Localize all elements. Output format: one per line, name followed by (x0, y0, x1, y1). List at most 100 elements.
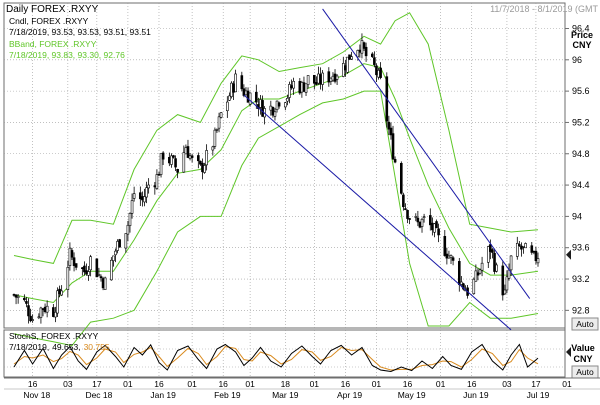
stoch-k-line (13, 343, 539, 373)
candle (147, 178, 150, 194)
candle (501, 260, 505, 301)
candle (402, 192, 405, 211)
x-day-tick-label: 01 (310, 379, 320, 389)
stoch-axis-title: Value (571, 343, 595, 353)
stoch-auto-button[interactable]: Auto (571, 365, 599, 379)
candle (159, 153, 163, 178)
price-auto-label: Auto (576, 319, 594, 329)
price-tick-label: 96 (572, 55, 582, 65)
candle (39, 306, 43, 324)
candle (101, 276, 105, 291)
x-day-tick-label: 03 (63, 379, 73, 389)
candle (157, 171, 161, 176)
candle (536, 252, 540, 267)
x-day-tick-label: 16 (218, 379, 228, 389)
candle (228, 92, 231, 102)
candle (132, 186, 136, 202)
candle (335, 74, 339, 85)
candle (126, 221, 130, 242)
candle (379, 62, 382, 80)
candle (503, 284, 507, 295)
candle (530, 241, 534, 255)
x-day-tick-label: 01 (562, 379, 572, 389)
price-tick-label: 92.8 (572, 305, 590, 315)
x-day-tick-label: 16 (154, 379, 164, 389)
candle (70, 247, 74, 261)
x-month-label: Jan 19 (150, 390, 176, 400)
x-month-label: Apr 19 (337, 390, 362, 400)
chart-title: Daily FOREX .RXYY (6, 4, 99, 15)
candle (515, 236, 519, 260)
candle (118, 238, 121, 248)
x-month-label: Dec 18 (85, 390, 112, 400)
x-day-tick-label: 01 (187, 379, 197, 389)
x-day-tick-label: 16 (341, 379, 351, 389)
candle (534, 246, 538, 265)
candle (203, 162, 206, 174)
candle (103, 276, 107, 290)
candle (418, 221, 422, 229)
candle (255, 84, 258, 109)
candle (240, 71, 244, 92)
candle (408, 217, 411, 225)
stoch-auto-label: Auto (576, 367, 594, 377)
candle (520, 242, 523, 257)
candle (429, 208, 432, 231)
trendline (243, 94, 512, 331)
candle (443, 230, 447, 257)
candle (89, 254, 92, 277)
x-day-tick-label: 18 (281, 379, 291, 389)
candle (505, 270, 509, 294)
candle (435, 219, 438, 229)
candle (128, 212, 132, 233)
candle (474, 264, 478, 282)
stochastic-series (13, 343, 539, 373)
trendline (322, 8, 531, 299)
candle (422, 213, 426, 223)
candle (321, 70, 324, 91)
candle (480, 256, 484, 277)
candle (493, 248, 496, 275)
candle (476, 268, 480, 281)
candle (97, 267, 101, 277)
candle (350, 51, 353, 61)
candle (288, 81, 291, 104)
x-day-tick-label: 16 (467, 379, 477, 389)
candle (449, 254, 453, 265)
candle (460, 276, 463, 288)
price-axis-ticks: 96.4 96 95.6 95.2 94.8 94.4 94 93.6 93.2 92.8 (565, 23, 590, 315)
candle (170, 153, 173, 168)
candle (416, 210, 420, 227)
candle (213, 127, 217, 149)
x-day-tick-label: 16 (403, 379, 413, 389)
stoch-legend-name: StochS, FOREX .RXYY (9, 331, 99, 341)
candle (190, 153, 194, 163)
candle (304, 83, 308, 96)
candle (31, 314, 34, 323)
candle (27, 298, 30, 324)
x-day-tick-label: 16 (28, 379, 38, 389)
candle (186, 139, 190, 158)
price-tick-label: 94 (572, 211, 582, 221)
legend-bband-values: 7/18/2019, 93.83, 93.30, 92.76 (9, 50, 125, 60)
legend-candle-name: Cndl, FOREX .RXYY (9, 16, 89, 26)
candle (87, 266, 90, 281)
candle (174, 155, 177, 172)
candle (400, 161, 403, 195)
price-tick-label: 94.8 (572, 149, 590, 159)
candle (306, 75, 310, 89)
legend-candle-values: 7/18/2019, 93.53, 93.53, 93.51, 93.51 (9, 27, 151, 37)
candle (462, 282, 465, 291)
candle (16, 294, 20, 304)
price-tick-label: 94.4 (572, 180, 590, 190)
stoch-legend-d: 30.755 (84, 342, 110, 352)
x-day-tick-label: 17 (531, 379, 541, 389)
candle (139, 186, 142, 206)
candle (404, 203, 407, 211)
x-day-tick-label: 01 (245, 379, 255, 389)
x-axis-ticks: 16 03 17 01 16 01 16 01 18 01 16 01 16 01 16 03 17 01 Nov … (23, 379, 572, 400)
candle (226, 96, 229, 118)
x-day-tick-label: 01 (436, 379, 446, 389)
candle (124, 233, 128, 253)
price-auto-button[interactable]: Auto (571, 317, 599, 331)
